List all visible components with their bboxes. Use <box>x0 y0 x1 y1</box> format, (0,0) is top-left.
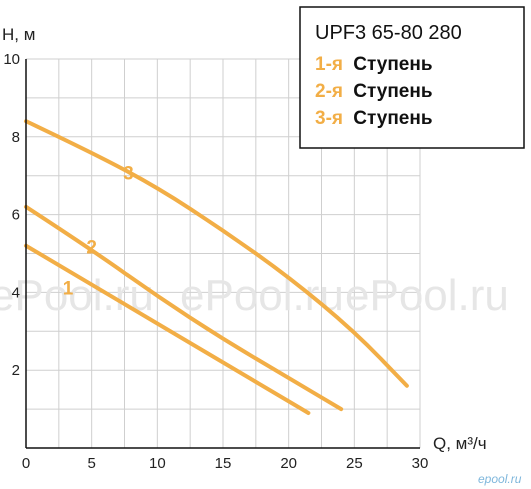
y-axis-label: H, м <box>2 25 35 44</box>
y-tick-label: 8 <box>12 129 20 146</box>
legend: UPF3 65-80 280 1-я Ступень 2-я Ступень 3… <box>299 6 525 149</box>
legend-item-1: 1-я Ступень <box>315 54 433 75</box>
x-tick-label: 30 <box>412 455 429 472</box>
axes <box>25 59 420 449</box>
curves <box>24 119 409 415</box>
curve-stage-2 <box>24 204 344 412</box>
legend-item-3-num: 3-я <box>315 108 343 129</box>
curve-labels: 12 3 <box>63 164 134 300</box>
y-tick-label: 2 <box>12 362 20 379</box>
legend-box <box>299 6 525 149</box>
legend-item-2-text: Ступень <box>353 81 432 102</box>
legend-title: UPF3 65-80 280 <box>315 22 462 44</box>
legend-item-2: 2-я Ступень <box>315 81 433 102</box>
legend-item-1-text: Ступень <box>353 54 432 75</box>
curve-label-1: 1 <box>63 278 74 299</box>
y-tick-label: 4 <box>12 284 20 301</box>
x-tick-label: 10 <box>149 455 166 472</box>
legend-item-3: 3-я Ступень <box>315 108 433 129</box>
watermark-text: ePool.ru <box>180 271 344 320</box>
curve-stage-1 <box>24 243 311 415</box>
x-tick-label: 5 <box>87 455 95 472</box>
watermark-text: ePool.ru <box>345 271 509 320</box>
curve-label-3: 3 <box>123 164 134 185</box>
x-axis-label: Q, м³/ч <box>433 434 487 453</box>
y-tick-label: 10 <box>3 51 20 68</box>
curve-label-2: 2 <box>86 238 97 259</box>
y-tick-label: 6 <box>12 207 20 224</box>
x-tick-label: 20 <box>280 455 297 472</box>
watermarks: ePool.ru ePool.ru ePool.ru <box>0 271 509 320</box>
legend-item-1-num: 1-я <box>315 54 343 75</box>
legend-item-2-num: 2-я <box>315 81 343 102</box>
legend-item-3-text: Ступень <box>353 108 432 129</box>
curve-stage-3 <box>24 119 409 388</box>
x-tick-label: 15 <box>215 455 232 472</box>
x-tick-label: 25 <box>346 455 363 472</box>
brand-logo-text: epool.ru <box>478 472 522 486</box>
x-tick-label: 0 <box>22 455 30 472</box>
tick-labels: 0 5 10 15 20 25 30 2 4 6 8 10 <box>3 51 428 472</box>
